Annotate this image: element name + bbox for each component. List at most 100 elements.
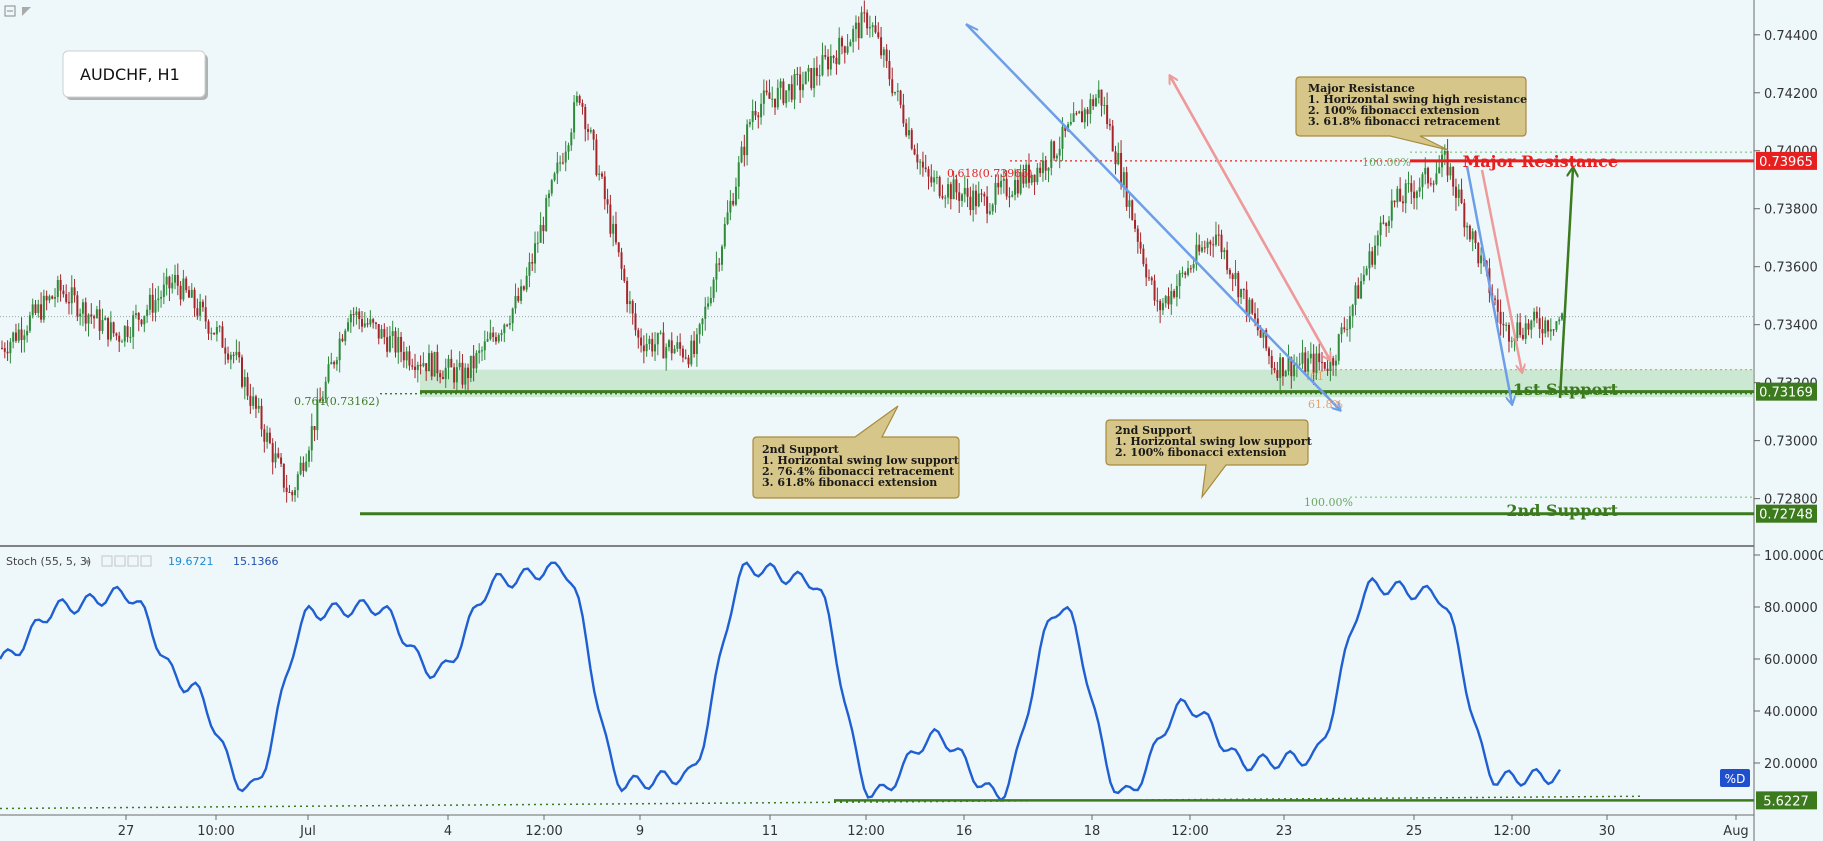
- candle-body: [667, 340, 670, 348]
- green-target-arrow[interactable]: [1558, 168, 1573, 399]
- candle-body: [408, 351, 411, 366]
- candle-body: [1452, 166, 1455, 187]
- candle-body: [441, 377, 444, 379]
- candle-body: [785, 90, 788, 104]
- candle-body: [765, 90, 768, 93]
- candle-body: [1226, 250, 1229, 270]
- candle-body: [841, 37, 843, 47]
- stoch-settings-icon[interactable]: [114, 555, 126, 567]
- candle-body: [494, 337, 497, 342]
- collapse-pane-icon[interactable]: [4, 5, 16, 17]
- candle-body: [1541, 328, 1544, 334]
- time-tick-label: 12:00: [847, 824, 884, 839]
- stoch-add-icon[interactable]: [127, 555, 139, 567]
- candle-body: [983, 193, 986, 197]
- candle-body: [229, 354, 232, 360]
- major-resistance-badge: 0.73965: [1756, 151, 1817, 170]
- candle-body: [695, 334, 698, 354]
- stoch-d-line[interactable]: [0, 561, 1562, 803]
- candle-body: [704, 306, 707, 319]
- candle-body: [439, 373, 442, 378]
- candle-body: [380, 329, 383, 339]
- blue-swing-arrow-1[interactable]: [965, 23, 1340, 410]
- candle-body: [1276, 370, 1279, 378]
- candle-body: [151, 294, 154, 313]
- candle-body: [1496, 299, 1499, 312]
- candle-body: [885, 49, 888, 62]
- candle-body: [215, 327, 218, 335]
- stoch-dropdown-icon[interactable]: ▾: [85, 557, 90, 568]
- candle-body: [748, 121, 751, 125]
- candle-body: [65, 294, 68, 302]
- candle-body: [916, 154, 919, 163]
- pink-swing-arrow-2[interactable]: [1480, 169, 1522, 372]
- candle-body: [1192, 264, 1195, 269]
- callout-support-left[interactable]: 2nd Support 1. Horizontal swing low supp…: [752, 405, 960, 499]
- candle-body: [980, 193, 983, 195]
- candle-body: [807, 68, 810, 72]
- stoch-pane[interactable]: [0, 547, 1754, 815]
- candle-body: [140, 319, 143, 325]
- candle-body: [1290, 357, 1293, 377]
- stoch-close-icon[interactable]: [140, 555, 152, 567]
- time-axis[interactable]: 27 10:00 Jul 4 12:00 9 11 12:00 16 18 12:00 23 25 12:…: [118, 815, 1749, 839]
- candle-body: [506, 324, 509, 326]
- candle-body: [961, 194, 963, 201]
- candle-body: [132, 315, 135, 337]
- candle-body: [790, 84, 793, 100]
- candle-body: [1072, 113, 1075, 123]
- fib-61-label-a: 61: [1310, 370, 1324, 383]
- candle-body: [1480, 255, 1483, 264]
- stoch-axis[interactable]: 100.0000 80.0000 60.0000 40.0000 20.0000: [1754, 549, 1823, 772]
- candle-body: [1443, 151, 1446, 155]
- candle-body: [1220, 234, 1223, 253]
- candle-body: [536, 242, 539, 244]
- candle-body: [213, 332, 216, 335]
- candle-body: [907, 130, 910, 136]
- candle-body: [746, 124, 749, 156]
- callout-resistance[interactable]: Major Resistance 1. Horizontal swing hig…: [1295, 76, 1527, 151]
- candle-body: [1114, 151, 1117, 165]
- candle-body: [1477, 242, 1480, 264]
- candle-body: [977, 193, 980, 207]
- blue-swing-arrow-2[interactable]: [1465, 165, 1512, 404]
- candle-body: [882, 49, 885, 56]
- candle-body: [1184, 272, 1187, 275]
- stoch-visibility-icon[interactable]: [101, 555, 113, 567]
- price-tick-label: 0.73600: [1764, 261, 1818, 276]
- price-axis[interactable]: 0.744000.742000.740000.738000.736000.734…: [1754, 29, 1818, 508]
- candle-body: [863, 12, 866, 14]
- candle-body: [1198, 244, 1201, 252]
- candle-body: [277, 453, 280, 458]
- candle-body: [319, 399, 322, 402]
- candle-body: [994, 182, 997, 205]
- candle-body: [972, 190, 975, 210]
- candle-body: [1340, 327, 1343, 335]
- maximize-pane-icon[interactable]: [22, 7, 31, 16]
- candle-body: [1332, 358, 1335, 366]
- candle-body: [561, 162, 564, 164]
- candle-body: [42, 295, 45, 320]
- candle-body: [458, 362, 461, 368]
- candle-body: [829, 55, 832, 70]
- candle-body: [447, 358, 450, 368]
- candle-body: [1254, 313, 1257, 319]
- candle-body: [642, 345, 645, 352]
- symbol-label-box[interactable]: AUDCHF, H1: [62, 50, 208, 100]
- stoch-support-badge: 5.6227: [1756, 791, 1817, 810]
- candle-body: [1175, 286, 1178, 298]
- candle-body: [567, 145, 570, 152]
- fib-764-label: 0.764(0.73162): [294, 395, 380, 408]
- candle-body: [59, 279, 62, 291]
- candle-body: [525, 275, 528, 290]
- candle-body: [659, 332, 662, 334]
- candle-body: [453, 367, 456, 383]
- candle-body: [196, 308, 199, 316]
- candle-body: [330, 362, 333, 365]
- candle-body: [361, 319, 363, 327]
- candle-body: [1307, 358, 1310, 372]
- candle-body: [98, 309, 101, 331]
- callout-support-right[interactable]: 2nd Support 1. Horizontal swing low supp…: [1105, 419, 1313, 500]
- candle-body: [266, 432, 269, 442]
